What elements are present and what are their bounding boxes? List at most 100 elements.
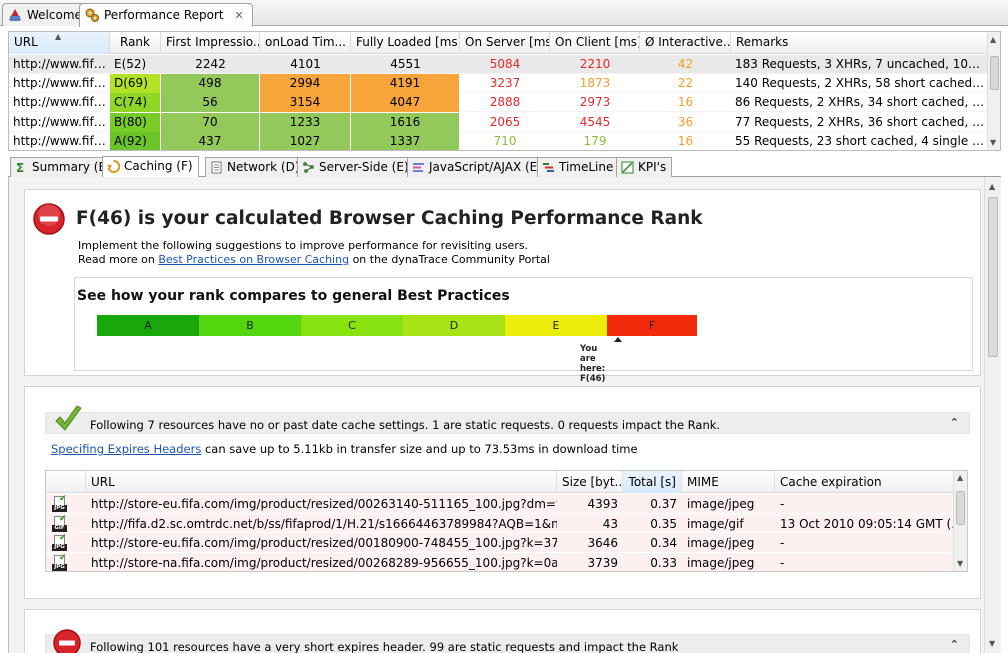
tab-summary-label: Summary (E) bbox=[32, 160, 111, 174]
column-size[interactable]: Size [byt... bbox=[557, 471, 626, 493]
scroll-up-icon[interactable]: ▲ bbox=[989, 182, 996, 191]
tab-caching[interactable]: Caching (F) bbox=[102, 156, 199, 178]
cell-exp: - bbox=[780, 497, 785, 511]
tab-performance-report[interactable]: Performance Report ✕ bbox=[79, 3, 253, 27]
column-cache-expiration[interactable]: Cache expiration bbox=[775, 471, 964, 493]
close-icon[interactable]: ✕ bbox=[234, 9, 244, 22]
table-row[interactable]: http://www.fifa... D(69) 498 2994 4191 3237 18… bbox=[9, 74, 989, 94]
table-row[interactable]: http://www.fifa... B(80) 70 1233 1616 2065 454… bbox=[9, 112, 989, 132]
no-cache-section-header[interactable]: Following 7 resources have no or past da… bbox=[45, 405, 970, 434]
tab-network[interactable]: Network (D) bbox=[205, 157, 306, 177]
column-first-impression[interactable]: First Impressio... bbox=[161, 32, 260, 54]
best-practices-link[interactable]: Best Practices on Browser Caching bbox=[158, 253, 350, 266]
table-row[interactable]: http://www.fifa... C(74) 56 3154 4047 2888 297… bbox=[9, 93, 989, 113]
dynatrace-icon bbox=[8, 8, 22, 22]
caching-readmore-text: Read more on Best Practices on Browser C… bbox=[78, 253, 550, 266]
caching-icon bbox=[107, 160, 121, 173]
cell-server: 710 bbox=[493, 133, 517, 148]
cell-exp: - bbox=[780, 555, 785, 570]
column-fully-loaded[interactable]: Fully Loaded [ms] bbox=[351, 32, 460, 54]
cell-size: 3739 bbox=[587, 555, 618, 570]
tab-welcome[interactable]: Welcome bbox=[2, 3, 91, 26]
tab-summary[interactable]: Σ Summary (E) bbox=[10, 157, 117, 177]
cell-interactive: 22 bbox=[677, 76, 694, 91]
table-row[interactable]: ✔ JPG http://store-na.fifa.com/img/product… bbox=[46, 552, 964, 571]
cell-exp: 13 Oct 2010 09:05:14 GMT (... bbox=[780, 516, 963, 531]
cell-full: 4191 bbox=[351, 74, 460, 94]
cell-onload: 1027 bbox=[260, 131, 351, 150]
tab-timeline[interactable]: TimeLine bbox=[537, 157, 620, 177]
cell-first: 437 bbox=[161, 131, 260, 150]
cell-onload: 1233 bbox=[260, 112, 351, 132]
scrollbar-thumb[interactable] bbox=[988, 197, 998, 357]
collapse-icon[interactable]: ⌃ bbox=[949, 638, 959, 651]
column-remarks[interactable]: Remarks bbox=[731, 32, 989, 54]
cell-size: 3646 bbox=[587, 536, 618, 550]
cell-rank: C(74) bbox=[110, 93, 161, 113]
table-row[interactable]: ✔ GIF http://fifa.d2.sc.omtrdc.net/b/ss/fi… bbox=[46, 513, 964, 533]
column-on-server[interactable]: On Server [ms] bbox=[460, 32, 550, 54]
no-cache-section-text: Following 7 resources have no or past da… bbox=[90, 418, 721, 432]
column-url[interactable]: URL ▲ bbox=[9, 32, 110, 54]
cell-size: 43 bbox=[602, 516, 618, 531]
short-expires-section-header[interactable]: Following 101 resources have a very shor… bbox=[45, 629, 970, 653]
cell-url: http://store-eu.fifa.com/img/product/res… bbox=[91, 536, 557, 550]
cell-remarks: 86 Requests, 2 XHRs, 34 short cached, 6 … bbox=[735, 95, 989, 110]
column-interactive[interactable]: Ø Interactive... bbox=[640, 32, 731, 54]
tab-javascript-ajax[interactable]: JavaScript/AJAX (E) bbox=[407, 157, 548, 177]
column-onload-time[interactable]: onLoad Tim... bbox=[260, 32, 351, 54]
cell-mime: image/jpeg bbox=[687, 555, 755, 570]
analysis-tab-bar: Σ Summary (E) Caching (F) Network (D) Se… bbox=[8, 156, 1001, 178]
rank-compare-heading: See how your rank compares to general Be… bbox=[77, 288, 510, 304]
resource-table-header: URL Size [byt... Total [s] MIME Cache ex… bbox=[46, 471, 964, 493]
scrollbar-thumb[interactable] bbox=[956, 491, 965, 525]
column-resource-url[interactable]: URL bbox=[86, 471, 557, 493]
rank-segment-e: E bbox=[505, 315, 607, 336]
tab-kpis[interactable]: KPI's bbox=[616, 157, 673, 177]
resource-table-scrollbar[interactable]: ▲ ▼ bbox=[953, 471, 967, 571]
table-row[interactable]: ✔ JPG http://store-eu.fifa.com/img/product… bbox=[46, 533, 964, 553]
cell-first: 56 bbox=[161, 93, 260, 113]
cell-rank: B(80) bbox=[110, 112, 161, 132]
table-row[interactable]: http://www.fifa... A(92) 437 1027 1337 710 179… bbox=[9, 131, 989, 150]
cell-first: 70 bbox=[161, 112, 260, 132]
scroll-up-icon[interactable]: ▲ bbox=[990, 35, 997, 44]
caching-suggestion-text: Implement the following suggestions to i… bbox=[78, 239, 529, 252]
cell-server: 2065 bbox=[489, 114, 521, 129]
column-on-client[interactable]: On Client [ms] bbox=[550, 32, 640, 54]
cell-interactive: 36 bbox=[677, 114, 694, 129]
cell-client: 2973 bbox=[579, 95, 611, 110]
column-rank[interactable]: Rank bbox=[110, 32, 161, 54]
tab-performance-report-label: Performance Report bbox=[104, 8, 224, 22]
column-mime[interactable]: MIME bbox=[682, 471, 775, 493]
table-row[interactable]: ✔ JPG http://store-eu.fifa.com/img/product… bbox=[46, 494, 964, 514]
cell-server: 2888 bbox=[489, 95, 521, 110]
scrollbar-thumb[interactable] bbox=[990, 56, 999, 90]
scroll-down-icon[interactable]: ▼ bbox=[989, 639, 996, 648]
collapse-icon[interactable]: ⌃ bbox=[949, 416, 959, 429]
file-gif-icon: ✔ GIF bbox=[52, 514, 68, 532]
rank-segment-d: D bbox=[403, 315, 505, 336]
scroll-up-icon[interactable]: ▲ bbox=[957, 473, 964, 482]
error-icon bbox=[52, 628, 82, 653]
page-icon bbox=[210, 161, 223, 174]
scroll-down-icon[interactable]: ▼ bbox=[957, 559, 964, 568]
expires-savings-text: Specifing Expires Headers can save up to… bbox=[51, 442, 638, 456]
no-cache-panel: Following 7 resources have no or past da… bbox=[24, 386, 981, 599]
cell-url: http://www.fifa... bbox=[13, 133, 110, 148]
scroll-down-icon[interactable]: ▼ bbox=[990, 138, 997, 147]
sort-up-icon: ▲ bbox=[55, 32, 62, 41]
expires-headers-link[interactable]: Specifing Expires Headers bbox=[51, 442, 202, 456]
rank-segment-b: B bbox=[199, 315, 301, 336]
cell-client: 4545 bbox=[579, 114, 611, 129]
report-table-scrollbar[interactable]: ▲ ▼ bbox=[987, 32, 1000, 150]
content-scrollbar[interactable]: ▲ ▼ bbox=[984, 177, 1001, 653]
column-total[interactable]: Total [s] bbox=[623, 471, 682, 493]
tab-timeline-label: TimeLine bbox=[559, 160, 614, 174]
cell-url: http://www.fifa... bbox=[13, 57, 110, 71]
table-row[interactable]: http://www.fifa... E(52) 2242 4101 4551 5084 2… bbox=[9, 55, 989, 74]
short-expires-section-text: Following 101 resources have a very shor… bbox=[90, 640, 679, 653]
tab-server-side[interactable]: Server-Side (E) bbox=[297, 157, 415, 177]
sigma-icon: Σ bbox=[15, 161, 28, 175]
rank-segment-f: F bbox=[607, 315, 697, 336]
